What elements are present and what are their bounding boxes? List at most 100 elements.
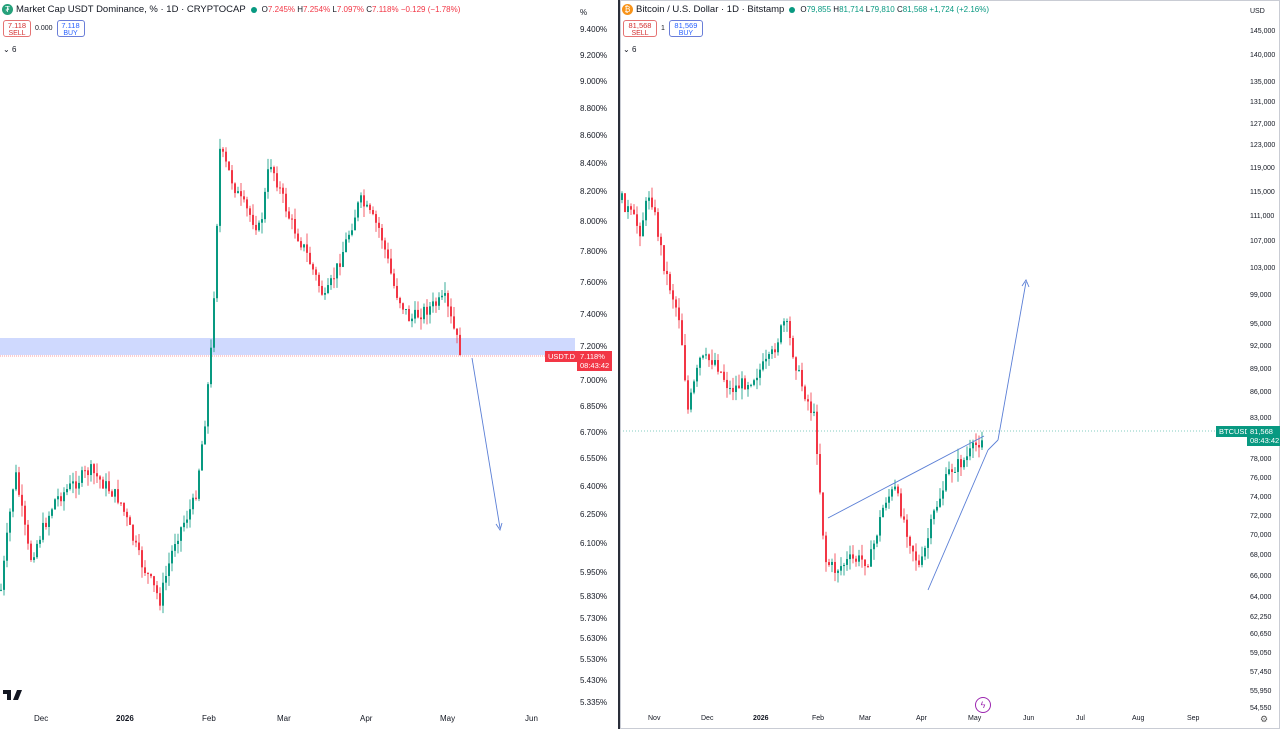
candle-body	[627, 206, 629, 212]
tether-logo-icon: ₮	[2, 4, 13, 15]
market-open-icon	[789, 6, 796, 13]
candle-body	[795, 357, 797, 371]
usdt-dominance-chart[interactable]	[0, 0, 618, 729]
candle-body	[216, 225, 218, 299]
time-axis-label: Feb	[812, 715, 825, 722]
candle-body	[765, 358, 767, 362]
spread-value: 1	[661, 25, 665, 32]
price-axis-label: 78,000	[1250, 456, 1272, 463]
time-axis-label: Jul	[1076, 715, 1085, 722]
candle-body	[942, 490, 944, 499]
candle-body	[168, 563, 170, 576]
sell-button[interactable]: 81,568 SELL	[623, 20, 657, 37]
candle-body	[69, 483, 71, 490]
candle-body	[402, 303, 404, 310]
candle-body	[414, 309, 416, 319]
candle-body	[789, 321, 791, 338]
settings-gear-icon[interactable]: ⚙	[1260, 714, 1269, 724]
tradingview-logo-icon[interactable]	[3, 690, 23, 705]
price-axis-label: 7.400%	[580, 310, 608, 319]
indicators-toggle[interactable]: ⌄ 6	[3, 45, 17, 54]
candle-body	[255, 224, 257, 231]
candle-body	[399, 297, 401, 304]
price-axis-label: 92,000	[1250, 343, 1272, 350]
price-axis-label: 5.430%	[580, 676, 608, 685]
candle-body	[855, 558, 857, 562]
candle-body	[690, 392, 692, 410]
time-axis-label: May	[440, 714, 456, 723]
symbol-title[interactable]: Bitcoin / U.S. Dollar · 1D · Bitstamp	[636, 4, 785, 15]
btcusd-chart[interactable]	[620, 0, 1280, 729]
candle-body	[966, 456, 968, 461]
candle-body	[102, 479, 104, 489]
candle-body	[75, 481, 77, 489]
lightning-icon[interactable]: ϟ	[975, 697, 991, 713]
candle-body	[726, 379, 728, 389]
price-axis-label: 131,000	[1250, 99, 1276, 106]
buy-button[interactable]: 7.118 BUY	[56, 20, 85, 37]
candle-body	[351, 230, 353, 235]
candle-body	[687, 380, 689, 410]
candle-body	[342, 251, 344, 267]
price-axis-label: 145,000	[1250, 28, 1276, 35]
candle-body	[159, 593, 161, 606]
sell-button[interactable]: 7.118 SELL	[3, 20, 31, 37]
candle-body	[648, 197, 650, 201]
candle-body	[978, 445, 980, 448]
ohlc-values: O7.245% H7.254% L7.097% C7.118% −0.129 (…	[261, 5, 461, 14]
candle-body	[360, 195, 362, 203]
candle-body	[381, 227, 383, 241]
candle-body	[834, 561, 836, 573]
candle-body	[123, 502, 125, 512]
candle-body	[945, 474, 947, 491]
candle-body	[228, 161, 230, 171]
candle-body	[642, 220, 644, 237]
candle-body	[264, 191, 266, 220]
candle-body	[975, 442, 977, 446]
buy-button[interactable]: 81,569 BUY	[668, 20, 703, 37]
indicators-toggle[interactable]: ⌄ 6	[623, 45, 637, 54]
candle-body	[972, 442, 974, 449]
candle-body	[858, 555, 860, 562]
price-axis-label: 95,000	[1250, 321, 1272, 328]
candle-body	[111, 491, 113, 497]
candle-body	[363, 195, 365, 207]
candle-body	[438, 297, 440, 306]
candle-body	[447, 293, 449, 307]
candle-body	[756, 377, 758, 381]
price-axis-label: 68,000	[1250, 552, 1272, 559]
candle-body	[903, 516, 905, 520]
candle-body	[798, 369, 800, 371]
currency-unit-label[interactable]: USD	[1250, 8, 1265, 15]
price-axis-label: 70,000	[1250, 532, 1272, 539]
chevron-down-icon: ⌄	[3, 45, 10, 54]
candle-body	[918, 560, 920, 565]
candle-body	[828, 562, 830, 565]
candle-body	[99, 476, 101, 480]
symbol-title[interactable]: Market Cap USDT Dominance, % · 1D · CRYP…	[16, 4, 246, 15]
candle-body	[843, 564, 845, 567]
candle-body	[51, 509, 53, 516]
price-axis-label: 62,250	[1250, 614, 1272, 621]
candle-body	[141, 550, 143, 568]
price-axis-label: 54,550	[1250, 705, 1272, 712]
candle-body	[822, 492, 824, 536]
btcusd-chart-pane[interactable]: ₿ Bitcoin / U.S. Dollar · 1D · Bitstamp …	[620, 0, 1280, 729]
price-axis-label: 57,450	[1250, 669, 1272, 676]
price-axis-label: 76,000	[1250, 475, 1272, 482]
candle-body	[906, 519, 908, 537]
candle-body	[777, 342, 779, 353]
candle-body	[312, 264, 314, 270]
price-axis-label: 8.000%	[580, 217, 608, 226]
candle-body	[9, 511, 11, 533]
candle-body	[222, 148, 224, 152]
candle-body	[909, 536, 911, 546]
pane-divider[interactable]	[618, 0, 620, 729]
price-axis-label: 123,000	[1250, 142, 1276, 149]
candle-body	[354, 217, 356, 231]
price-axis-label: 8.400%	[580, 159, 608, 168]
candle-body	[114, 489, 116, 497]
usdt-dominance-chart-pane[interactable]: ₮ Market Cap USDT Dominance, % · 1D · CR…	[0, 0, 618, 729]
candle-body	[261, 219, 263, 223]
chart-legend: ₮ Market Cap USDT Dominance, % · 1D · CR…	[2, 4, 460, 15]
